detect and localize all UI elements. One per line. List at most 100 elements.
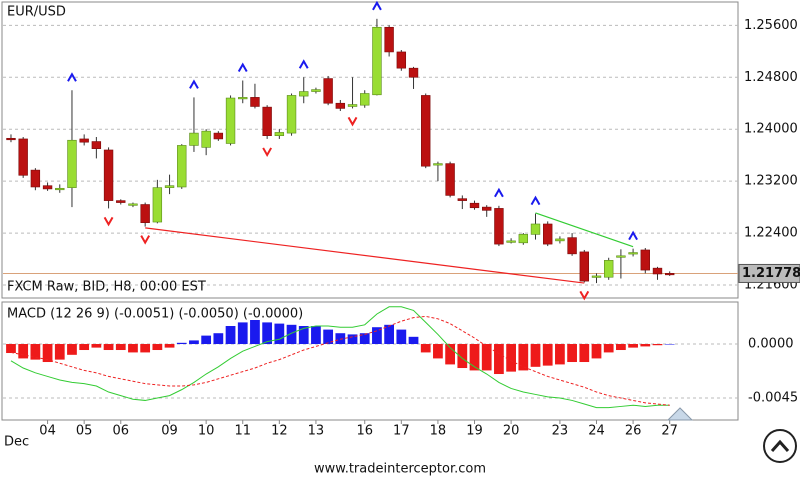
candle-body	[555, 238, 565, 242]
histogram-bar	[384, 324, 395, 345]
candle-body	[482, 206, 492, 211]
candle-body	[30, 169, 41, 188]
candle-body	[628, 252, 638, 255]
histogram-bar	[201, 335, 212, 345]
candle-body	[579, 251, 589, 282]
down-fractal	[579, 290, 590, 301]
histogram-bar	[518, 344, 529, 371]
button-ring[interactable]	[763, 429, 797, 463]
histogram-bar	[30, 344, 41, 360]
candle-body	[274, 132, 285, 136]
y-tick-label: 1.24800	[744, 70, 798, 85]
histogram-bar	[603, 344, 614, 353]
histogram-bar	[54, 344, 65, 360]
histogram-bar	[18, 344, 29, 359]
candle-body	[152, 187, 163, 223]
up-fractal	[67, 72, 77, 82]
up-fractal	[530, 195, 541, 206]
candle-body	[323, 78, 333, 104]
histogram-bar	[530, 344, 541, 367]
candle-body	[604, 260, 614, 278]
histogram-bar	[408, 336, 419, 345]
histogram-bar	[250, 320, 260, 345]
up-fractal	[628, 230, 638, 241]
last-price-label: 1.21778	[742, 266, 800, 281]
down-fractal	[103, 216, 114, 227]
histogram-bar	[128, 344, 138, 353]
candle-body	[299, 91, 309, 97]
candle-body	[238, 97, 248, 100]
x-tick-label: 23	[552, 424, 569, 439]
last-price-box	[738, 263, 800, 283]
x-tick-label: 16	[356, 424, 373, 439]
histogram-bar	[396, 329, 407, 345]
candle-body	[360, 93, 370, 106]
macd-panel	[1, 301, 739, 421]
candle-body	[664, 273, 675, 276]
candle-body	[55, 187, 65, 191]
x-tick-label: 06	[112, 424, 129, 439]
scroll-up-button[interactable]	[763, 429, 797, 463]
price-panel	[1, 1, 739, 299]
histogram-bar	[103, 344, 114, 351]
down-fractal	[347, 116, 358, 127]
x-tick-label: 26	[625, 424, 642, 439]
histogram-bar	[140, 344, 151, 353]
x-tick-label: 24	[588, 424, 605, 439]
candle-body	[225, 97, 236, 144]
histogram-bar	[481, 344, 492, 371]
histogram-bar	[506, 344, 516, 372]
up-fractal	[494, 187, 504, 198]
histogram-bar	[213, 333, 224, 345]
candle-body	[335, 102, 346, 109]
candle-body	[543, 223, 553, 245]
candle-body	[286, 95, 297, 134]
histogram-bar	[567, 344, 577, 363]
candle-body	[79, 138, 89, 143]
up-fractal	[372, 0, 382, 11]
candle-body	[189, 132, 199, 146]
x-tick-label: 20	[503, 424, 520, 439]
histogram-bar	[91, 344, 102, 348]
y-tick-label: -0.0045	[748, 391, 798, 406]
x-tick-label: 19	[466, 424, 483, 439]
divergence-line	[145, 227, 585, 284]
candle-body	[384, 26, 394, 53]
candle-body	[591, 275, 602, 278]
footer: www.tradeinterceptor.com	[314, 462, 486, 477]
month-label: Dec	[4, 435, 29, 450]
candle-body	[616, 255, 626, 258]
chart-title: EUR/USD	[7, 5, 66, 20]
histogram-bar	[372, 327, 382, 345]
button-chevron[interactable]	[770, 439, 790, 452]
divergence-line	[535, 212, 634, 248]
candle-body	[567, 237, 577, 255]
macd-title: MACD (12 26 9) (-0.0051) (-0.0050) (-0.0…	[7, 307, 303, 322]
candle-body	[128, 203, 138, 206]
histogram-bar	[628, 344, 638, 348]
histogram-bar	[176, 342, 187, 345]
y-tick-label: 1.23200	[744, 174, 798, 189]
y-tick-label: 1.25600	[744, 18, 798, 33]
histogram-bar	[323, 329, 334, 345]
candle-body	[213, 132, 224, 140]
down-fractal	[140, 235, 151, 245]
histogram-bar	[469, 344, 480, 371]
candle-body	[18, 138, 28, 176]
histogram-bar	[445, 344, 455, 365]
candle-body	[140, 204, 150, 223]
candle-body	[494, 208, 504, 245]
histogram-bar	[347, 334, 358, 345]
chart-subtitle: FXCM Raw, BID, H8, 00:00 EST	[7, 280, 206, 295]
candle-body	[530, 223, 541, 235]
up-fractal	[237, 62, 248, 73]
histogram-bar	[640, 344, 651, 347]
histogram-bar	[494, 344, 504, 375]
histogram-bar	[616, 344, 626, 351]
candle-body	[116, 200, 126, 203]
histogram-bar	[189, 340, 199, 345]
up-fractal	[298, 59, 309, 69]
histogram-bar	[115, 344, 126, 351]
candle-body	[103, 149, 114, 201]
